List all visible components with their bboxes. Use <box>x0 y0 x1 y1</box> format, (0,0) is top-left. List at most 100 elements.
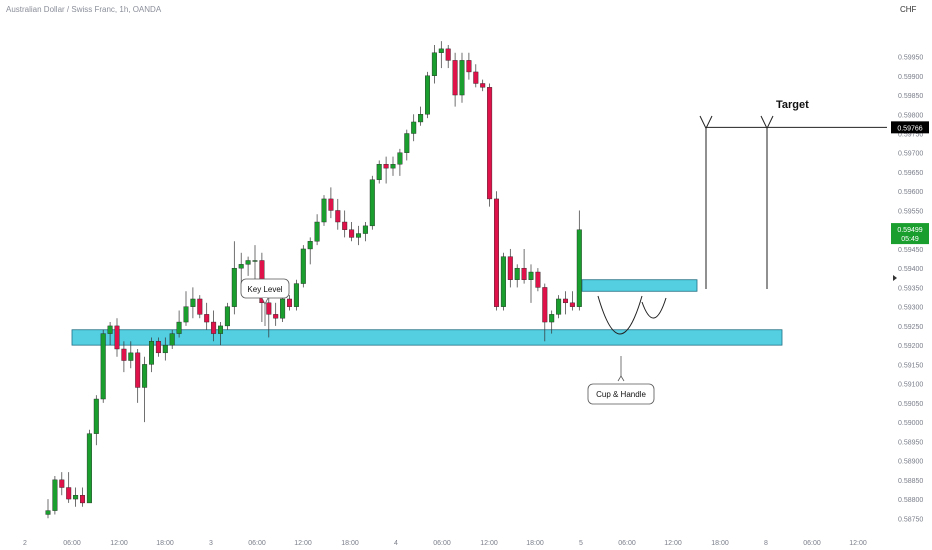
bull-candle[interactable] <box>86 433 92 504</box>
bear-candle[interactable] <box>155 341 161 354</box>
bull-candle[interactable] <box>307 241 313 250</box>
price-axis-label: 0.59300 <box>898 305 923 312</box>
bear-candle[interactable] <box>542 287 548 323</box>
bull-candle[interactable] <box>376 164 382 180</box>
bull-candle[interactable] <box>314 221 320 242</box>
price-axis-label: 0.59050 <box>898 401 923 408</box>
time-axis-label: 12:00 <box>664 540 682 547</box>
bull-candle[interactable] <box>169 333 175 346</box>
bull-candle[interactable] <box>224 306 230 327</box>
bull-candle[interactable] <box>390 164 396 169</box>
bull-candle[interactable] <box>148 341 154 365</box>
bull-candle[interactable] <box>528 271 534 280</box>
time-axis-label: 3 <box>209 540 213 547</box>
bull-candle[interactable] <box>162 344 168 354</box>
price-axis-label: 0.58950 <box>898 439 923 446</box>
bull-candle[interactable] <box>45 510 51 515</box>
bear-candle[interactable] <box>342 221 348 230</box>
bear-candle[interactable] <box>59 479 65 488</box>
bull-candle[interactable] <box>142 364 148 388</box>
bear-candle[interactable] <box>266 302 272 315</box>
time-axis-label: 06:00 <box>63 540 81 547</box>
bull-candle[interactable] <box>556 298 562 315</box>
symbol-title[interactable]: Australian Dollar / Swiss Franc, 1h, OAN… <box>6 5 162 14</box>
currency-label[interactable]: CHF <box>900 5 917 14</box>
bear-candle[interactable] <box>335 210 341 223</box>
bull-candle[interactable] <box>73 495 79 500</box>
bull-candle[interactable] <box>238 264 244 269</box>
bull-candle[interactable] <box>431 52 437 76</box>
bear-candle[interactable] <box>569 302 575 307</box>
bull-candle[interactable] <box>52 479 58 511</box>
time-axis-label: 12:00 <box>294 540 312 547</box>
bear-candle[interactable] <box>494 198 500 307</box>
bear-candle[interactable] <box>114 325 120 350</box>
bear-candle[interactable] <box>79 495 85 504</box>
bear-candle[interactable] <box>480 83 486 88</box>
current-price-tag-text: 0.59499 <box>897 227 922 234</box>
bear-candle[interactable] <box>211 321 217 334</box>
bear-candle[interactable] <box>521 267 527 280</box>
bull-candle[interactable] <box>425 75 431 115</box>
bear-candle[interactable] <box>452 60 458 96</box>
bull-candle[interactable] <box>100 333 106 400</box>
bull-candle[interactable] <box>459 60 465 96</box>
bear-candle[interactable] <box>287 298 293 307</box>
bull-candle[interactable] <box>231 267 237 307</box>
price-axis-label: 0.59550 <box>898 208 923 215</box>
bear-candle[interactable] <box>383 164 389 169</box>
bear-candle[interactable] <box>445 48 451 61</box>
bull-candle[interactable] <box>300 248 306 284</box>
bear-candle[interactable] <box>135 352 141 388</box>
bull-candle[interactable] <box>128 352 134 361</box>
bull-candle[interactable] <box>362 225 368 234</box>
bull-candle[interactable] <box>397 152 403 165</box>
bull-candle[interactable] <box>404 133 410 153</box>
bull-candle[interactable] <box>549 314 555 323</box>
cup-pointer <box>617 375 625 382</box>
bear-candle[interactable] <box>204 314 210 323</box>
price-axis-label: 0.59000 <box>898 420 923 427</box>
bear-candle[interactable] <box>535 271 541 288</box>
bear-candle[interactable] <box>349 229 355 238</box>
bear-candle[interactable] <box>197 298 203 315</box>
bull-candle[interactable] <box>107 325 113 334</box>
bull-candle[interactable] <box>183 306 189 323</box>
bull-candle[interactable] <box>293 283 299 307</box>
bull-candle[interactable] <box>321 198 327 223</box>
bull-candle[interactable] <box>356 233 362 238</box>
bear-candle[interactable] <box>466 60 472 73</box>
price-axis-label: 0.59450 <box>898 247 923 254</box>
bull-candle[interactable] <box>418 114 424 123</box>
price-axis-label: 0.59900 <box>898 74 923 81</box>
bull-candle[interactable] <box>190 298 196 307</box>
time-axis-label: 12:00 <box>849 540 867 547</box>
bull-candle[interactable] <box>438 48 444 53</box>
bear-candle[interactable] <box>563 298 569 304</box>
bull-candle[interactable] <box>252 260 258 262</box>
bull-candle[interactable] <box>217 325 223 334</box>
bear-candle[interactable] <box>66 487 72 500</box>
bear-candle[interactable] <box>273 314 279 319</box>
bull-candle[interactable] <box>245 260 251 265</box>
bear-candle[interactable] <box>473 71 479 84</box>
bear-candle[interactable] <box>487 87 493 200</box>
bear-candle[interactable] <box>507 256 513 280</box>
bull-candle[interactable] <box>93 398 99 434</box>
bull-candle[interactable] <box>411 121 417 134</box>
price-axis-label: 0.58750 <box>898 516 923 523</box>
key-level-label: Key Level <box>247 285 282 294</box>
bull-candle[interactable] <box>500 256 506 307</box>
bull-candle[interactable] <box>280 298 286 319</box>
bull-candle[interactable] <box>576 229 582 307</box>
bear-candle[interactable] <box>328 198 334 211</box>
bull-candle[interactable] <box>176 321 182 334</box>
price-axis-label: 0.59750 <box>898 132 923 139</box>
bull-candle[interactable] <box>369 179 375 227</box>
cup-curve <box>597 295 643 335</box>
time-axis-label: 18:00 <box>711 540 729 547</box>
key-level-zone <box>71 329 783 346</box>
bear-candle[interactable] <box>121 348 127 361</box>
bull-candle[interactable] <box>514 267 520 280</box>
